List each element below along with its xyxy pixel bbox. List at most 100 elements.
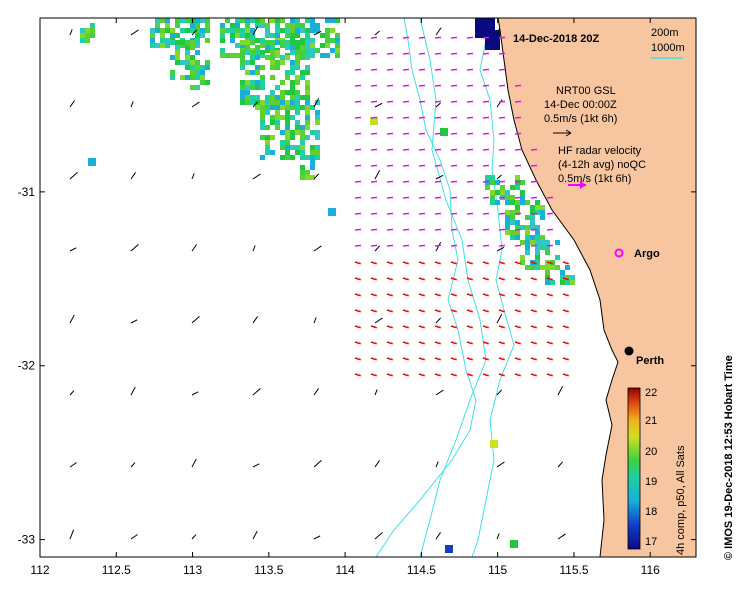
x-tick-label: 114.5 — [407, 563, 436, 577]
sst-cell — [90, 28, 95, 33]
bathy-1000m-inner — [419, 17, 487, 558]
hf-arrow — [418, 116, 426, 119]
sst-cell — [185, 75, 190, 80]
sst-cell — [265, 33, 270, 38]
sst-cell — [235, 23, 240, 28]
hf-arrow — [450, 373, 457, 377]
hf-arrow — [386, 357, 393, 361]
sst-cell — [325, 53, 330, 58]
sst-cell — [195, 75, 200, 80]
sst-cell — [185, 60, 190, 65]
gsl-arrow — [435, 461, 439, 468]
hf-arrow — [354, 100, 362, 103]
sst-cell — [235, 43, 240, 48]
hf-arrow — [546, 212, 554, 215]
hf-arrow — [498, 68, 506, 71]
sst-cell — [290, 85, 295, 90]
bathy-1000m — [375, 17, 477, 558]
hf-arrow — [450, 164, 458, 167]
sst-cell — [270, 60, 275, 65]
hf-arrow — [418, 277, 425, 281]
hf-arrow — [498, 373, 505, 377]
credit-text: © IMOS 19-Dec-2018 12:53 Hobart Time — [723, 355, 735, 560]
sst-cell — [290, 50, 295, 55]
sst-cell — [290, 100, 295, 105]
hf-arrow — [466, 100, 474, 103]
sst-cell — [300, 28, 305, 33]
sst-cell — [305, 175, 310, 180]
sst-cell — [285, 40, 290, 45]
sst-cell — [195, 18, 200, 23]
hf-arrow — [450, 180, 458, 183]
sst-cell — [545, 265, 550, 270]
y-tick-label: -33 — [18, 533, 36, 547]
sst-cell — [195, 65, 200, 70]
sst-cell — [180, 18, 185, 23]
gsl-arrow — [374, 460, 380, 468]
hf-arrow — [434, 244, 442, 247]
sst-cell — [200, 33, 205, 38]
gsl-arrow — [252, 173, 261, 180]
sst-cell — [510, 195, 515, 200]
hf-arrow — [498, 132, 506, 135]
sst-cell — [480, 33, 485, 38]
sst-cell — [330, 48, 335, 53]
hf-arrow — [482, 164, 490, 167]
hf-arrow — [386, 84, 394, 87]
sst-cell — [260, 155, 265, 160]
hf-legend-line3: 0.5m/s (1kt 6h) — [558, 173, 631, 185]
hf-arrow — [562, 325, 569, 329]
sst-cell — [180, 40, 185, 45]
colorbar-tick-21: 21 — [645, 415, 657, 427]
sst-cell — [485, 18, 490, 23]
hf-arrow — [354, 116, 362, 119]
sst-cell — [150, 43, 155, 48]
sst-cell — [310, 53, 315, 58]
gsl-arrow — [313, 97, 320, 108]
colorbar-tick-17: 17 — [645, 536, 657, 548]
hf-arrow — [434, 68, 442, 71]
sst-cell — [495, 180, 500, 185]
hf-arrow — [402, 357, 409, 361]
hf-arrow — [434, 36, 442, 39]
sst-cell — [165, 38, 170, 43]
hf-arrow — [450, 68, 458, 71]
sst-cell — [520, 225, 525, 230]
sst-cell — [270, 135, 275, 140]
sst-cell — [310, 150, 315, 155]
gsl-arrow — [557, 461, 564, 468]
sst-cell — [328, 208, 336, 216]
sst-cell — [250, 85, 255, 90]
sst-cell — [240, 55, 245, 60]
sst-cell — [285, 33, 290, 38]
sst-cell — [310, 38, 315, 43]
sst-cell — [565, 275, 570, 280]
hf-arrow — [514, 373, 521, 377]
sst-cell — [540, 240, 545, 245]
hf-arrow — [418, 148, 426, 151]
sst-cell — [305, 80, 310, 85]
hf-arrow — [386, 52, 394, 55]
hf-arrow — [434, 100, 442, 103]
x-tick-label: 114 — [336, 563, 355, 577]
sst-cell — [495, 190, 500, 195]
sst-cell — [170, 40, 175, 45]
sst-cell — [255, 45, 260, 50]
hf-arrow — [418, 164, 426, 167]
sst-cell — [290, 95, 295, 100]
hf-arrow — [450, 84, 458, 87]
sst-cell — [190, 60, 195, 65]
x-tick-label: 113.5 — [254, 563, 283, 577]
sst-cell — [305, 28, 310, 33]
sst-cell — [570, 275, 575, 280]
sst-cell — [310, 23, 315, 28]
hf-arrow — [530, 261, 537, 265]
sst-cell — [240, 50, 245, 55]
hf-arrow — [466, 357, 473, 361]
sst-cell — [255, 18, 260, 23]
sst-cell — [205, 60, 210, 65]
sst-cell — [195, 50, 200, 55]
gsl-arrow — [130, 172, 136, 180]
sst-cell — [155, 28, 160, 33]
hf-arrow — [370, 132, 378, 135]
